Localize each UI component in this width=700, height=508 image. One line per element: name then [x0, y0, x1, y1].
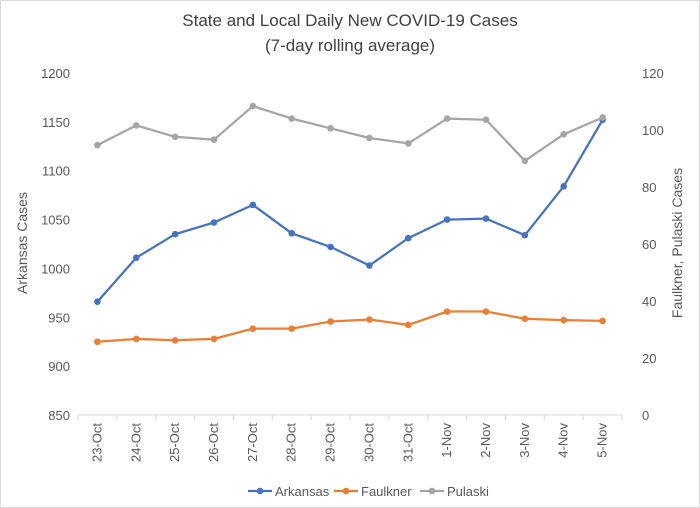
pulaski-point	[366, 134, 373, 142]
left-tick-label: 1000	[41, 261, 70, 276]
pulaski-point	[132, 122, 140, 129]
faulkner-point	[404, 321, 412, 329]
pulaski-legend-label: Pulaski	[447, 484, 489, 499]
arkansas-point	[94, 298, 101, 305]
x-tick-label: 23-Oct	[89, 423, 104, 462]
chart-title: State and Local Daily New COVID-19 Cases	[182, 11, 517, 30]
x-tick-label: 26-Oct	[206, 423, 221, 462]
faulkner-line	[97, 310, 603, 343]
pulaski-point	[171, 133, 179, 141]
x-tick-label: 3-Nov	[517, 423, 532, 458]
left-tick-label: 950	[48, 310, 70, 325]
right-tick-label: 80	[642, 180, 656, 195]
arkansas-line	[96, 119, 604, 303]
faulkner-point	[94, 338, 101, 346]
faulkner-point	[482, 308, 490, 315]
pulaski-point	[443, 115, 451, 122]
faulkner-point	[327, 318, 334, 325]
faulkner-point	[288, 325, 296, 332]
faulkner-point	[560, 316, 568, 324]
arkansas-legend-label: Arkansas	[275, 484, 330, 499]
left-tick-label: 850	[48, 408, 70, 423]
x-tick-label: 28-Oct	[284, 423, 299, 462]
faulkner-point	[132, 335, 140, 343]
faulkner-legend-label: Faulkner	[361, 484, 412, 499]
pulaski-line	[96, 104, 604, 162]
arkansas-point	[327, 243, 334, 251]
right-axis-title: Faulkner, Pulaski Cases	[669, 168, 685, 318]
arkansas-point	[560, 183, 568, 190]
axes-layer: 23-Oct 24-Oct 25-Oct 26-Oct 27-Oct 28-Oct 29-O…	[41, 66, 664, 462]
arkansas-point	[132, 254, 140, 261]
chart-subtitle: (7-day rolling average)	[265, 36, 435, 55]
legend: Arkansas Faulkner Pulaski	[248, 484, 489, 499]
left-axis-title: Arkansas Cases	[14, 192, 30, 294]
arkansas-point	[366, 262, 373, 269]
pulaski-point	[521, 157, 529, 165]
x-tick-label: 24-Oct	[128, 423, 143, 462]
arkansas-point	[482, 215, 490, 222]
x-tick-label: 4-Nov	[556, 423, 571, 458]
arkansas-point	[443, 216, 451, 223]
faulkner-point	[249, 325, 257, 332]
x-tick-label: 2-Nov	[478, 423, 493, 458]
faulkner-point	[599, 317, 606, 325]
x-tick-label: 25-Oct	[167, 423, 182, 462]
x-tick-label: 29-Oct	[323, 423, 338, 462]
pulaski-legend-marker	[428, 487, 436, 495]
right-tick-label: 120	[642, 66, 664, 81]
pulaski-point	[599, 114, 606, 121]
left-tick-label: 1200	[41, 66, 70, 81]
faulkner-point	[366, 316, 373, 323]
right-tick-label: 100	[642, 123, 664, 138]
right-tick-label: 40	[642, 294, 656, 309]
faulkner-point	[443, 308, 451, 315]
faulkner-legend-marker	[342, 487, 350, 495]
pulaski-point	[210, 136, 218, 143]
x-tick-label: 1-Nov	[439, 423, 454, 458]
pulaski-point	[404, 140, 412, 147]
pulaski-point	[482, 116, 490, 124]
pulaski-point	[249, 102, 257, 110]
right-tick-label: 0	[642, 408, 649, 423]
left-tick-label: 1050	[41, 213, 70, 228]
series-layer	[94, 102, 606, 346]
arkansas-point	[404, 234, 412, 242]
pulaski-point	[94, 141, 101, 149]
arkansas-point	[171, 230, 179, 238]
arkansas-point	[249, 201, 257, 209]
arkansas-point	[521, 231, 529, 239]
left-tick-label: 1150	[42, 115, 70, 130]
left-tick-label: 900	[48, 359, 70, 374]
right-tick-label: 60	[642, 237, 656, 252]
arkansas-legend-marker	[256, 487, 264, 495]
x-tick-label: 30-Oct	[361, 423, 376, 462]
x-tick-label: 31-Oct	[400, 423, 415, 462]
faulkner-point	[171, 337, 179, 344]
faulkner-point	[210, 335, 218, 343]
pulaski-point	[288, 115, 296, 122]
left-tick-label: 1100	[42, 164, 70, 179]
pulaski-point	[560, 130, 568, 138]
arkansas-point	[210, 219, 218, 226]
x-tick-label: 27-Oct	[245, 423, 260, 462]
right-tick-label: 20	[642, 351, 656, 366]
faulkner-point	[521, 315, 529, 322]
arkansas-point	[288, 229, 296, 237]
x-tick-label: 5-Nov	[595, 423, 610, 458]
pulaski-point	[327, 124, 334, 132]
